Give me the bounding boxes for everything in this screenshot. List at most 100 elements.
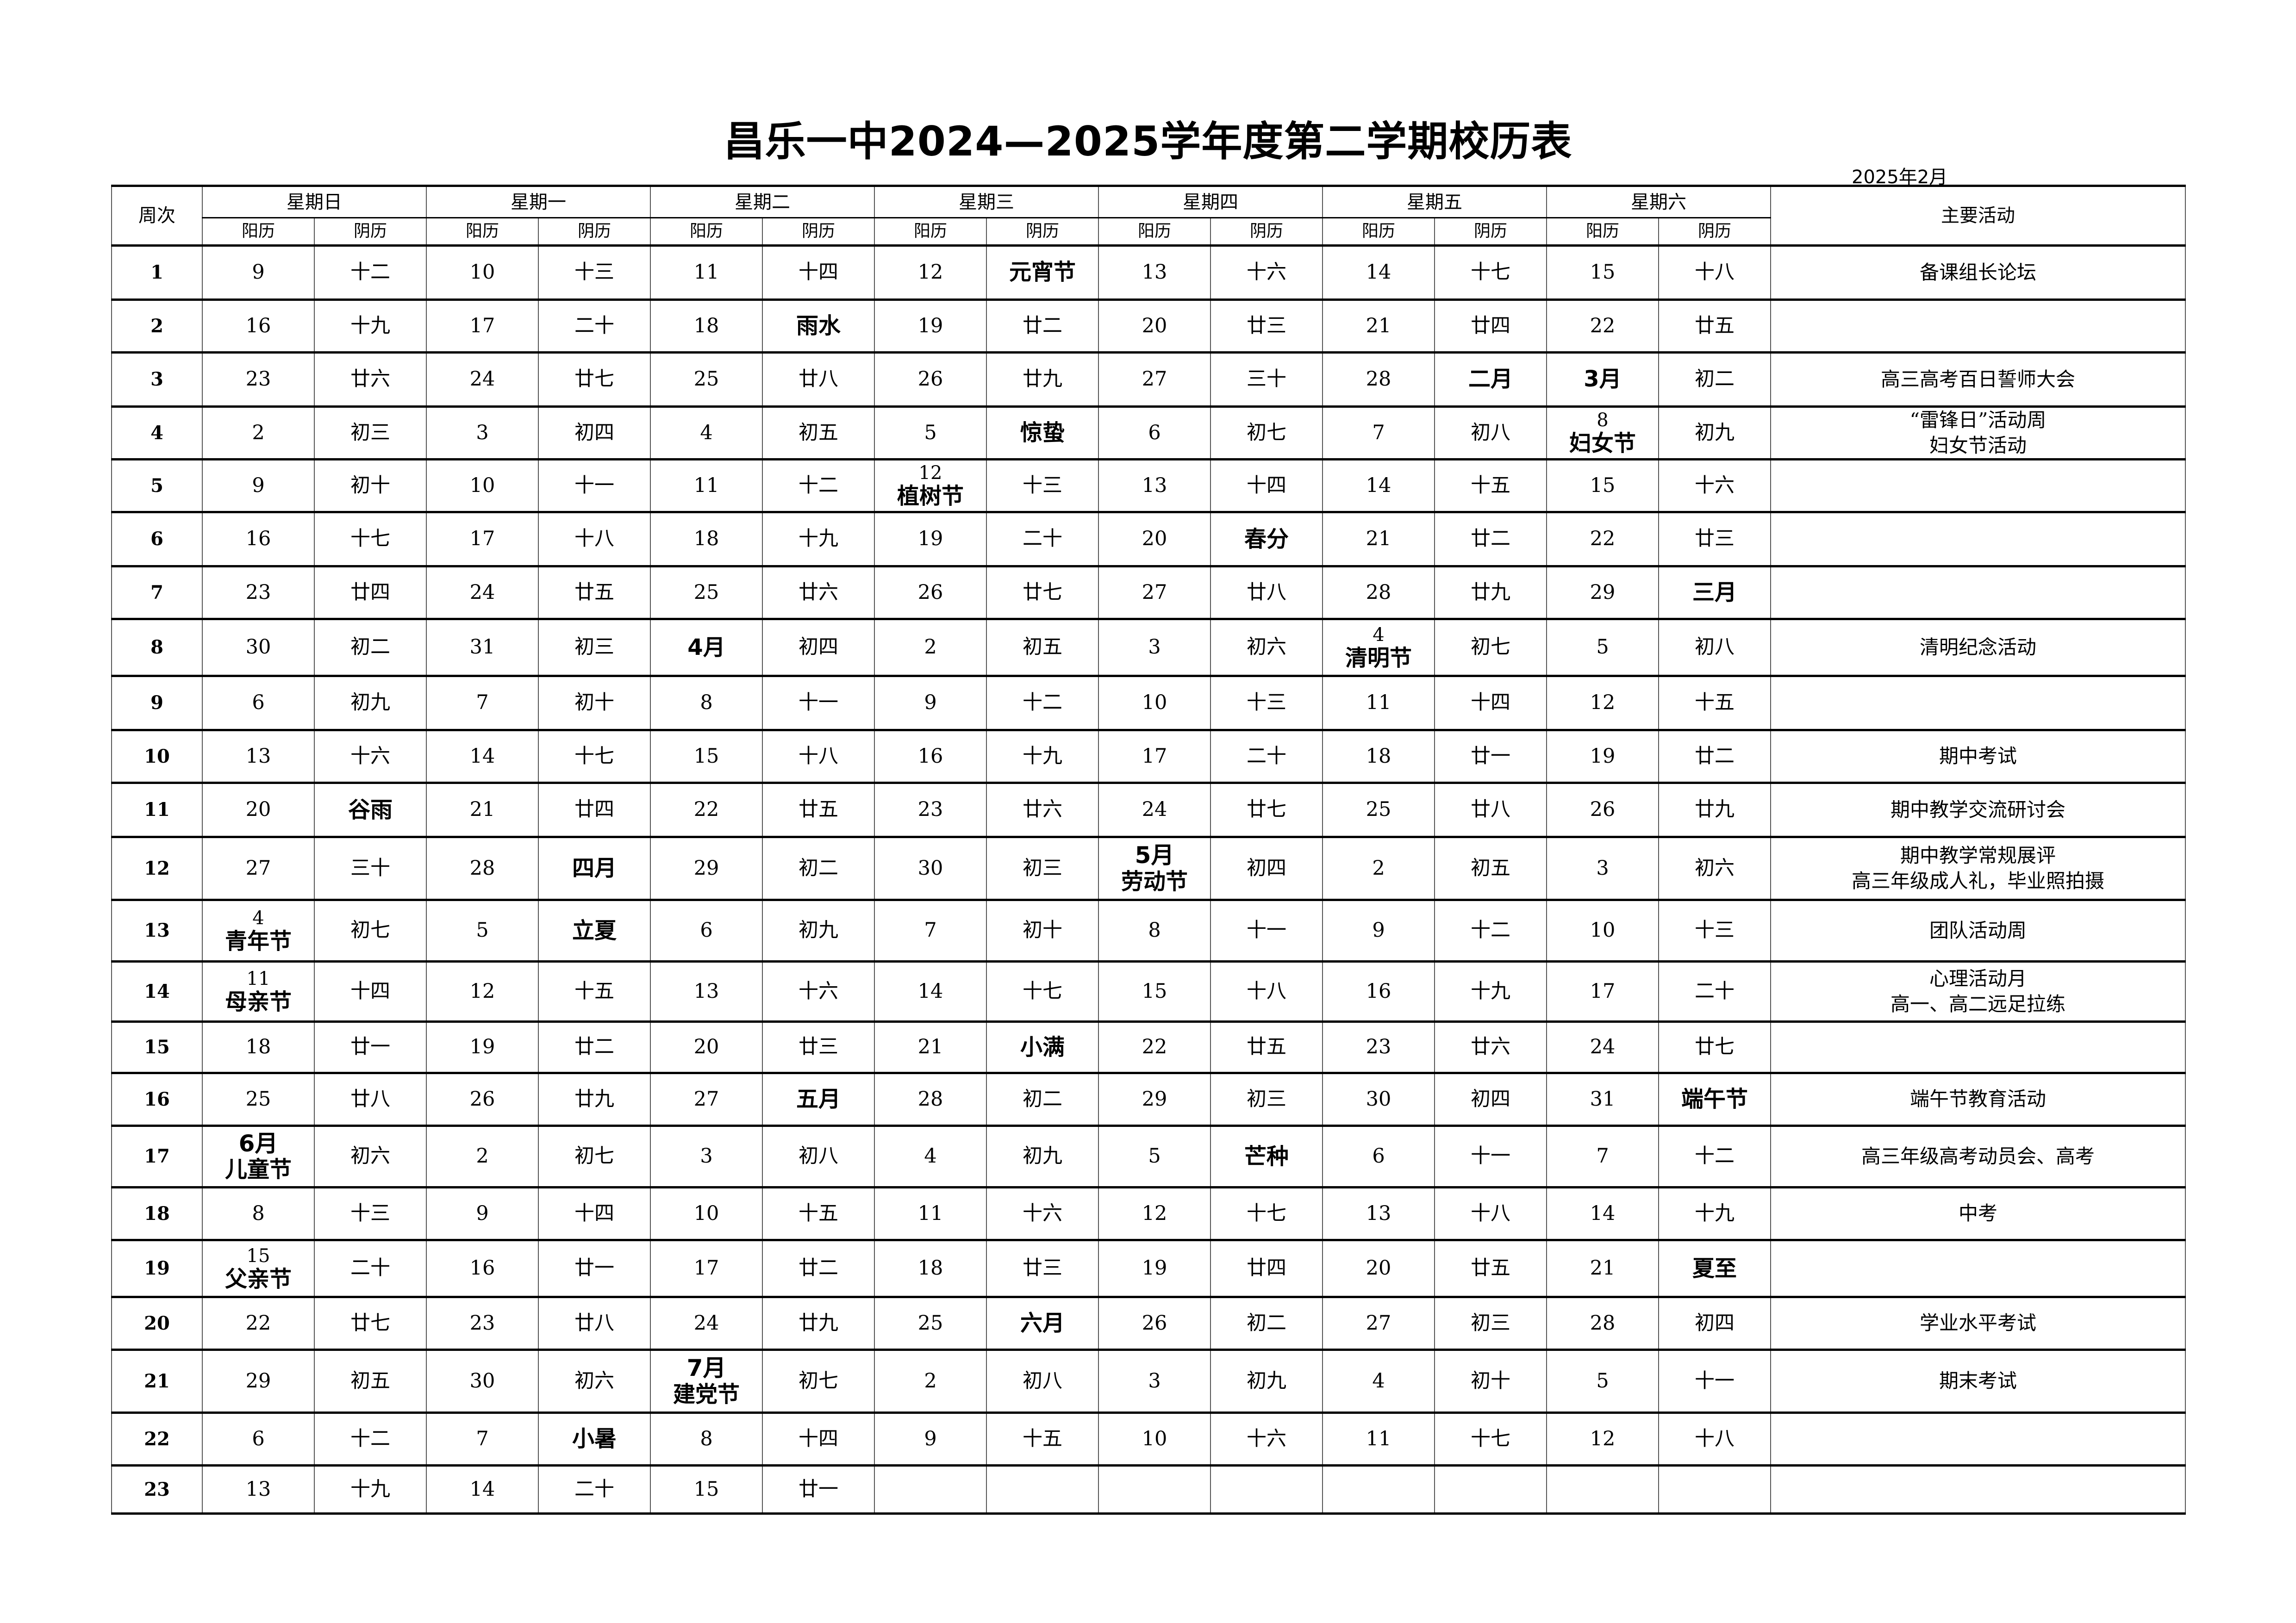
lunar-date-cell: 廿三 (1210, 298, 1323, 354)
solar-date-cell: 27 (650, 1072, 763, 1127)
solar-date-cell: 14 (1322, 458, 1435, 514)
table-row: 21 29 初五 30 初六 7月 建党节 初七 2 初八 3 初九 4 初十 5 十一 期末考试 (111, 1349, 2186, 1414)
solar-date-cell: 27 (202, 836, 315, 902)
solar-date-cell: 19 (426, 1020, 539, 1075)
solar-date-cell: 12 (1546, 675, 1659, 732)
date-number: 7月 (686, 1355, 726, 1382)
lunar-date-cell: 端午节 (1658, 1072, 1771, 1127)
header-activities: 主要活动 (1770, 185, 2186, 247)
activity-cell (1770, 298, 2186, 354)
solar-date-cell: 16 (1322, 960, 1435, 1023)
activity-cell (1770, 458, 2186, 514)
solar-date-cell: 28 (1322, 351, 1435, 408)
lunar-date-cell: 谷雨 (314, 782, 427, 839)
date-number: 6月 (238, 1130, 278, 1157)
highlight-date: 惊蛰 (1020, 420, 1065, 446)
solar-date-cell: 11 母亲节 (202, 960, 315, 1023)
date-number: 4 (1373, 624, 1385, 646)
festival-name: 清明节 (1345, 645, 1412, 671)
solar-date-cell: 10 (650, 1186, 763, 1242)
highlight-date: 元宵节 (1009, 259, 1076, 286)
activity-cell: 备课组长论坛 (1770, 244, 2186, 301)
lunar-date-cell: 初四 (1434, 1072, 1547, 1127)
lunar-date-cell: 初十 (538, 675, 651, 732)
lunar-date-cell: 元宵节 (986, 244, 1099, 301)
lunar-date-cell: 十二 (1434, 899, 1547, 963)
solar-date-cell: 24 (1546, 1020, 1659, 1075)
lunar-date-cell: 初七 (1434, 618, 1547, 678)
highlight-date: 小满 (1020, 1034, 1065, 1060)
solar-date-cell: 4 (874, 1125, 987, 1189)
solar-date-cell: 30 (1322, 1072, 1435, 1127)
solar-date-cell: 17 (1546, 960, 1659, 1023)
solar-date-cell: 12 (874, 244, 987, 301)
lunar-date-cell: 十二 (986, 675, 1099, 732)
festival-name: 青年节 (225, 928, 292, 954)
lunar-date-cell: 十七 (538, 729, 651, 784)
solar-date-cell: 10 (426, 244, 539, 301)
solar-date-cell: 11 (650, 244, 763, 301)
lunar-date-cell: 初二 (986, 1072, 1099, 1127)
solar-date-cell: 25 (874, 1296, 987, 1351)
lunar-date-cell: 廿九 (762, 1296, 875, 1351)
table-row: 2 16 十九 17 二十 18 雨水 19 廿二 20 廿三 21 廿四 22 廿五 (111, 298, 2186, 354)
solar-date-cell: 17 (426, 511, 539, 568)
solar-date-cell: 8 妇女节 (1546, 405, 1659, 461)
header-day: 星期四 (1098, 185, 1323, 218)
lunar-date-cell: 小暑 (538, 1412, 651, 1467)
solar-date-cell: 26 (1098, 1296, 1211, 1351)
lunar-date-cell: 三十 (314, 836, 427, 902)
lunar-date-cell: 初九 (1210, 1349, 1323, 1414)
date-number: 12 (918, 462, 942, 484)
table-row: 4 2 初三 3 初四 4 初五 5 惊蛰 6 初七 7 初八 8 妇女节 初九 “雷锋日”活动周 妇女节活动 (111, 405, 2186, 461)
table-row: 13 4 青年节 初七 5 立夏 6 初九 7 初十 8 十一 9 十二 10 十三 团队活动周 (111, 899, 2186, 963)
lunar-date-cell: 廿七 (314, 1296, 427, 1351)
solar-date-cell: 24 (426, 351, 539, 408)
solar-date-cell: 12 植树节 (874, 458, 987, 514)
solar-date-cell: 9 (1322, 899, 1435, 963)
lunar-date-cell: 十五 (1434, 458, 1547, 514)
highlight-date: 二月 (1468, 366, 1513, 392)
week-number: 20 (111, 1296, 203, 1351)
highlight-date: 芒种 (1244, 1143, 1289, 1169)
highlight-date: 立夏 (572, 917, 617, 944)
activity-cell (1770, 1464, 2186, 1515)
solar-date-cell: 20 (1098, 511, 1211, 568)
solar-date-cell: 22 (1546, 298, 1659, 354)
lunar-date-cell: 初十 (314, 458, 427, 514)
week-number: 15 (111, 1020, 203, 1075)
solar-date-cell (1098, 1464, 1211, 1515)
table-row: 5 9 初十 10 十一 11 十二 12 植树节 十三 13 十四 14 十五 15 十六 (111, 458, 2186, 514)
lunar-date-cell: 廿二 (986, 298, 1099, 354)
highlight-date: 端午节 (1681, 1086, 1748, 1113)
solar-date-cell: 26 (874, 351, 987, 408)
solar-date-cell: 23 (426, 1296, 539, 1351)
solar-date-cell: 30 (874, 836, 987, 902)
lunar-date-cell: 十七 (986, 960, 1099, 1023)
solar-date-cell: 5 (426, 899, 539, 963)
activity-cell: 高三年级高考动员会、高考 (1770, 1125, 2186, 1189)
solar-date-cell: 12 (426, 960, 539, 1023)
lunar-date-cell: 雨水 (762, 298, 875, 354)
solar-date-cell: 4 清明节 (1322, 618, 1435, 678)
activity-cell: 高三高考百日誓师大会 (1770, 351, 2186, 408)
lunar-date-cell: 廿三 (986, 1239, 1099, 1299)
lunar-date-cell: 廿九 (986, 351, 1099, 408)
activity-cell (1770, 511, 2186, 568)
solar-date-cell: 3 (650, 1125, 763, 1189)
lunar-date-cell: 初五 (762, 405, 875, 461)
lunar-date-cell: 廿六 (314, 351, 427, 408)
activity-cell (1770, 675, 2186, 732)
week-number: 18 (111, 1186, 203, 1242)
solar-date-cell: 30 (426, 1349, 539, 1414)
header-lunar: 阴历 (762, 217, 875, 247)
solar-date-cell: 2 (874, 618, 987, 678)
lunar-date-cell: 廿九 (1434, 565, 1547, 621)
solar-date-cell: 17 (426, 298, 539, 354)
solar-date-cell: 7 (874, 899, 987, 963)
solar-date-cell: 21 (1546, 1239, 1659, 1299)
activity-cell (1770, 1412, 2186, 1467)
lunar-date-cell: 廿六 (1434, 1020, 1547, 1075)
lunar-date-cell: 六月 (986, 1296, 1099, 1351)
lunar-date-cell: 廿九 (538, 1072, 651, 1127)
